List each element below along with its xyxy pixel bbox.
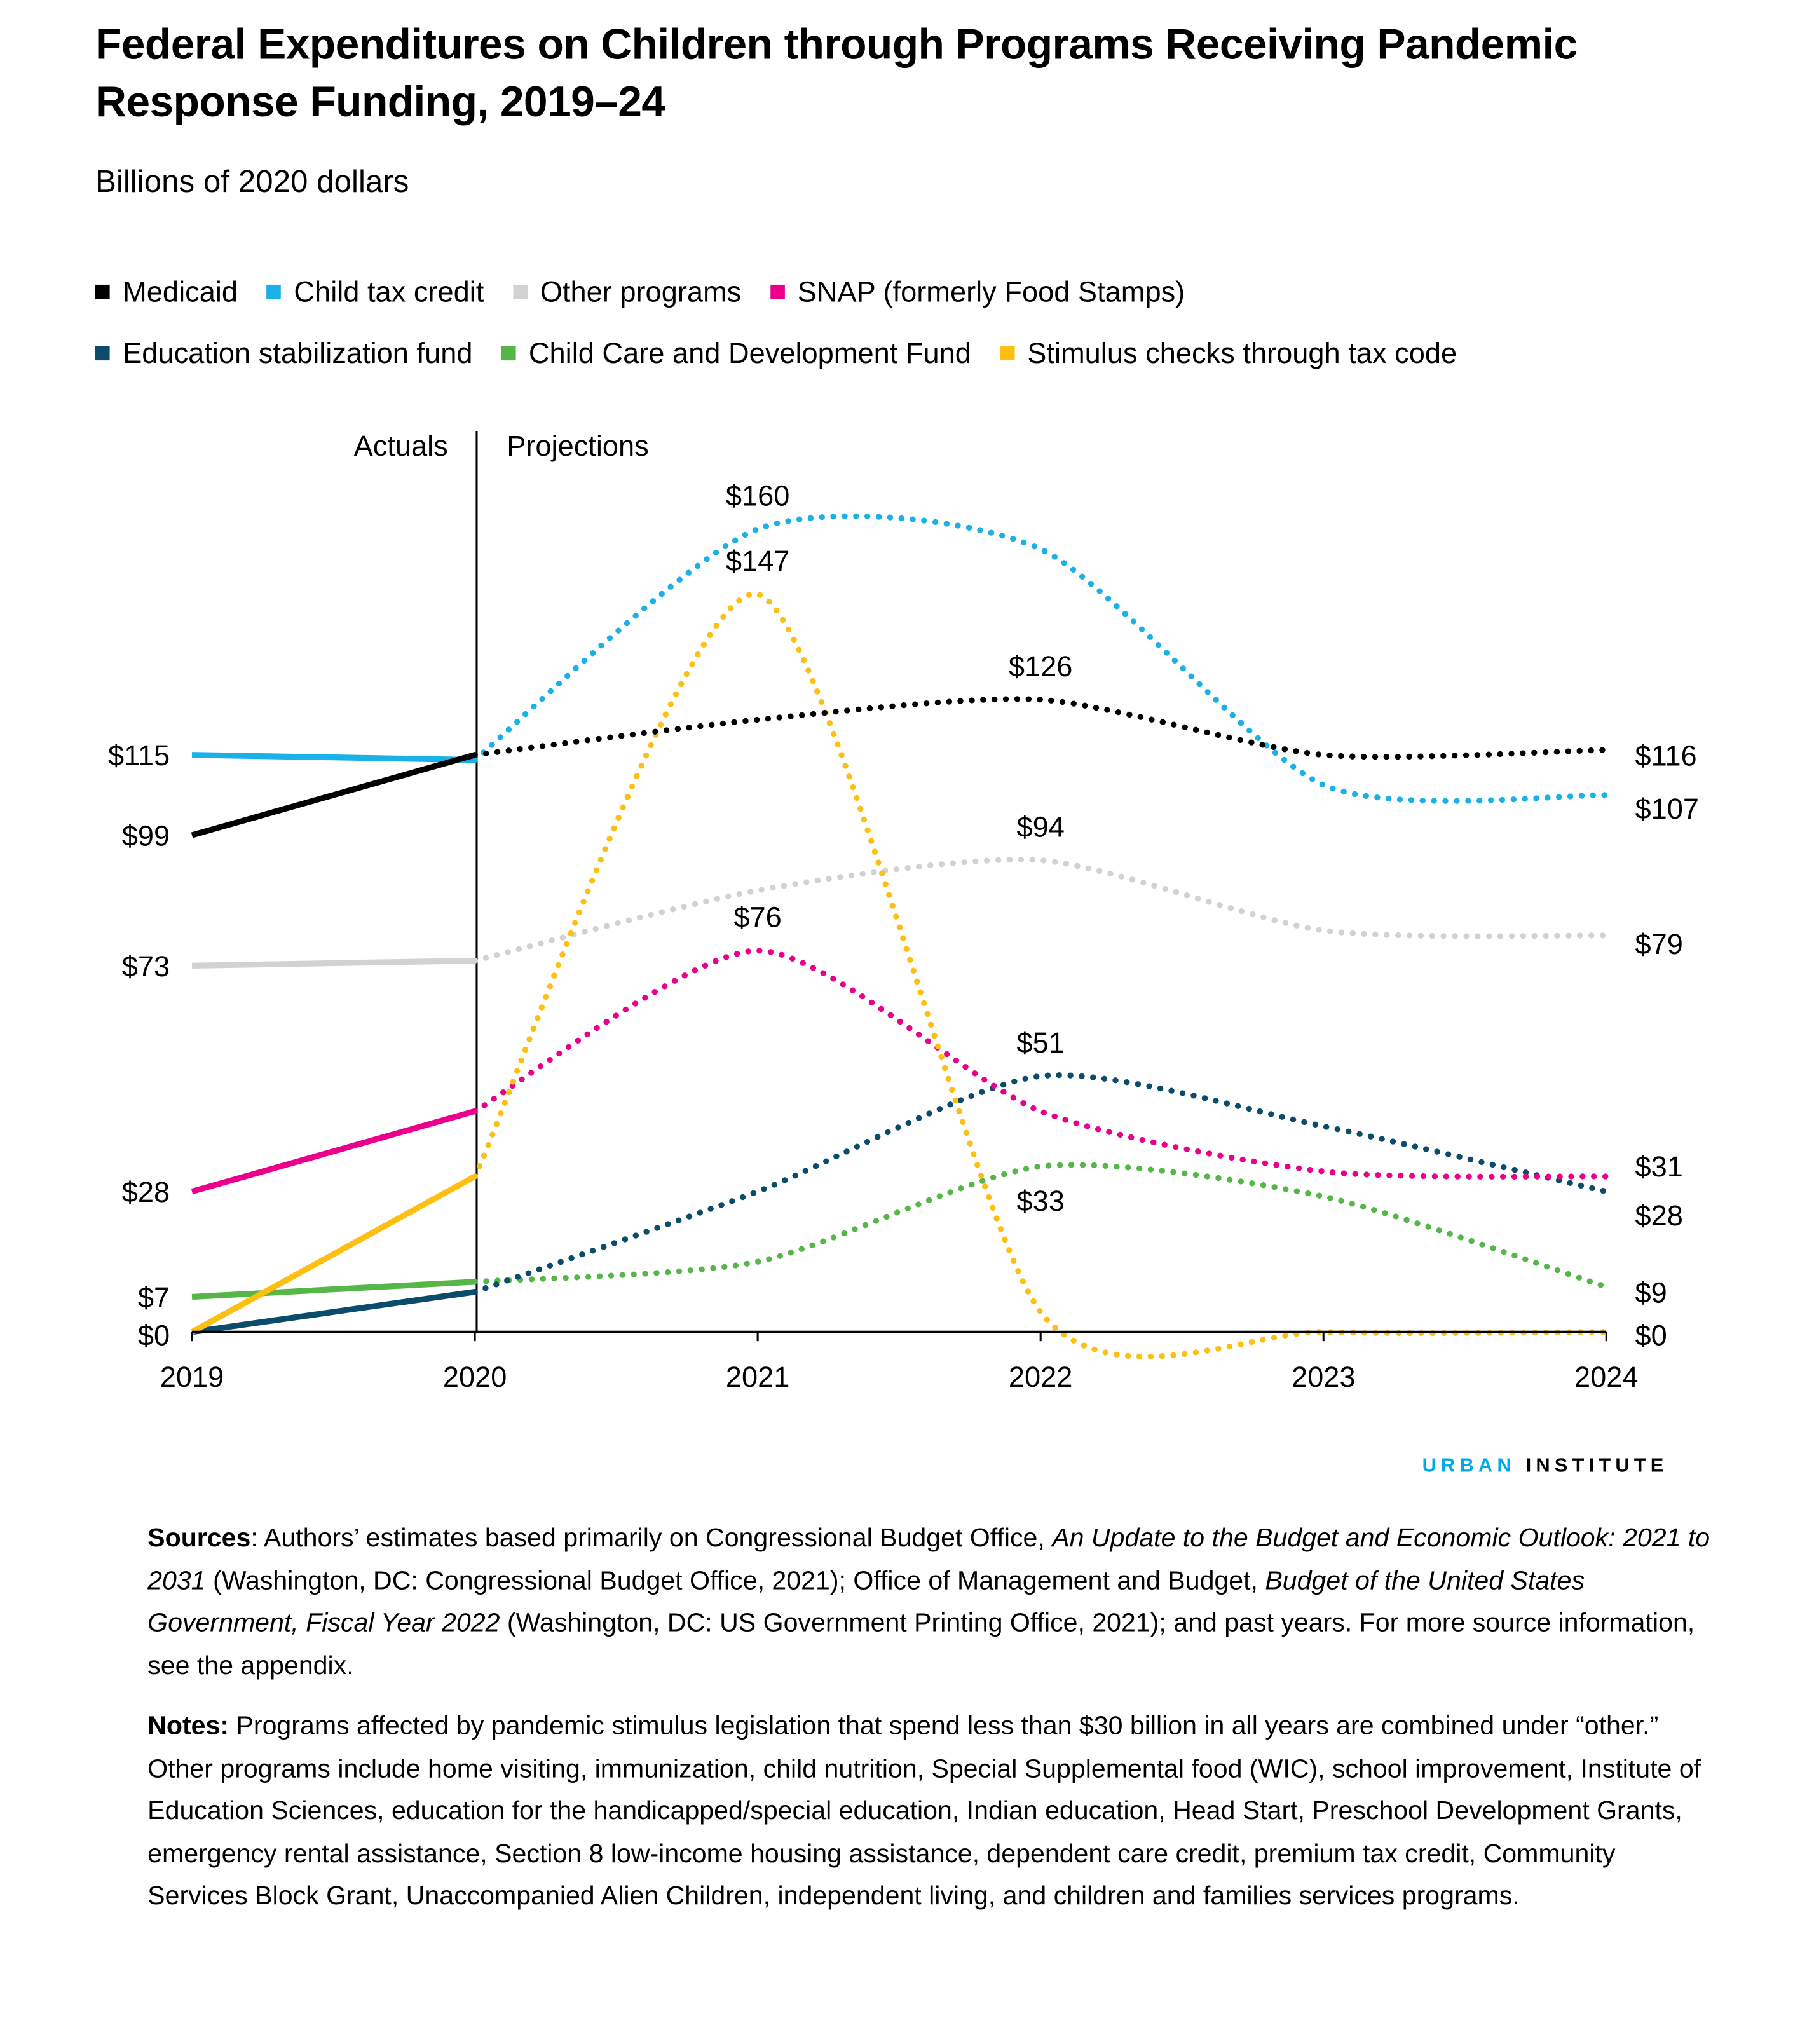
series-line-actual (191, 1279, 475, 1300)
data-label: $79 (1635, 928, 1682, 960)
legend-item: Child Care and Development Fund (501, 336, 971, 370)
legend-label: SNAP (formerly Food Stamps) (797, 275, 1185, 308)
series-line-actual (191, 1108, 476, 1195)
notes-section: Sources: Authors’ estimates based primar… (147, 1518, 1715, 1937)
series-line-projection (472, 856, 1609, 964)
legend-swatch (512, 284, 528, 299)
data-label: $9 (1635, 1276, 1667, 1309)
data-label: $94 (1016, 811, 1064, 843)
sources-text-part: (Washington, DC: Congressional Budget Of… (205, 1566, 1265, 1595)
data-label: $31 (1635, 1150, 1682, 1183)
legend-label: Education stabilization fund (123, 336, 473, 369)
legend-item: Child tax credit (266, 275, 484, 309)
series-line-projection (472, 513, 1609, 804)
data-label: $147 (726, 545, 790, 577)
legend-label: Child tax credit (294, 275, 484, 308)
legend-item: Stimulus checks through tax code (1000, 336, 1457, 370)
x-tick-label: 2021 (726, 1361, 790, 1393)
series-line-projection (472, 948, 1609, 1180)
data-label: $0 (1635, 1319, 1667, 1351)
legend-swatch (95, 284, 110, 299)
data-label: $7 (138, 1281, 170, 1314)
legend-label: Stimulus checks through tax code (1027, 336, 1457, 369)
data-label: $28 (1635, 1199, 1682, 1232)
sources-note: Sources: Authors’ estimates based primar… (147, 1518, 1715, 1687)
series-line-actual (191, 752, 475, 763)
x-tick-label: 2022 (1009, 1361, 1073, 1393)
sources-text-part: (Washington, DC: US Government Printing … (147, 1609, 1695, 1680)
series-line-projection (472, 1072, 1609, 1295)
legend-swatch (501, 346, 516, 361)
legend-row: Education stabilization fund Child Care a… (95, 323, 1728, 385)
legend-label: Other programs (540, 275, 742, 308)
legend-label: Child Care and Development Fund (528, 336, 971, 369)
series-line-actual (190, 1173, 477, 1335)
data-label: $51 (1016, 1026, 1064, 1059)
legend-swatch (95, 346, 110, 361)
notes-note: Notes: Programs affected by pandemic sti… (147, 1705, 1715, 1918)
x-tick-label: 2023 (1292, 1361, 1356, 1393)
region-label-projections: Projections (507, 430, 649, 462)
data-label: $107 (1635, 793, 1699, 825)
data-label: $33 (1016, 1185, 1064, 1217)
sources-text-part: An Update to the Budget and Economic Out… (147, 1523, 1710, 1595)
data-label: $116 (1635, 739, 1696, 772)
x-tick-label: 2019 (160, 1361, 224, 1393)
legend-item: Medicaid (95, 275, 238, 309)
logo-part1: URBAN (1422, 1454, 1516, 1477)
urban-institute-logo: URBAN INSTITUTE (1422, 1455, 1668, 1477)
series-line-actual (191, 957, 475, 969)
series-line-projection (472, 591, 1609, 1360)
legend-item: SNAP (formerly Food Stamps) (770, 275, 1185, 309)
series-line-actual (191, 1289, 475, 1335)
x-tick-label: 2020 (443, 1361, 507, 1393)
legend-swatch (266, 284, 281, 299)
data-label: $126 (1009, 650, 1073, 683)
data-label: $73 (122, 950, 170, 983)
legend-label: Medicaid (123, 275, 238, 308)
region-label-actuals: Actuals (354, 430, 448, 462)
legend-swatch (1000, 346, 1014, 361)
logo-part2: INSTITUTE (1525, 1454, 1668, 1477)
series-line-projection (472, 1162, 1609, 1290)
data-label: $0 (138, 1319, 170, 1351)
legend-item: Education stabilization fund (95, 336, 473, 370)
data-label: $115 (108, 739, 170, 772)
sources-text-part: Budget of the United States Government, … (147, 1566, 1585, 1638)
x-tick-label: 2024 (1574, 1361, 1639, 1393)
data-label: $99 (122, 820, 170, 852)
notes-text: Programs affected by pandemic stimulus l… (147, 1712, 1701, 1911)
legend: Medicaid Child tax credit Other programs SN… (95, 261, 1728, 384)
data-label: $76 (733, 901, 781, 934)
chart-subtitle: Billions of 2020 dollars (95, 164, 409, 200)
series-line-actual (191, 752, 476, 838)
legend-row: Medicaid Child tax credit Other programs SN… (95, 261, 1728, 323)
sources-label: Sources (147, 1523, 251, 1553)
chart-title: Federal Expenditures on Children through… (95, 19, 1578, 126)
series-line-projection (472, 696, 1609, 760)
data-label: $160 (726, 479, 790, 512)
data-label: $28 (122, 1176, 170, 1208)
sources-text-part: : Authors’ estimates based primarily on … (250, 1523, 1053, 1553)
notes-label: Notes: (147, 1712, 229, 1741)
legend-swatch (770, 284, 785, 299)
legend-item: Other programs (512, 275, 742, 309)
